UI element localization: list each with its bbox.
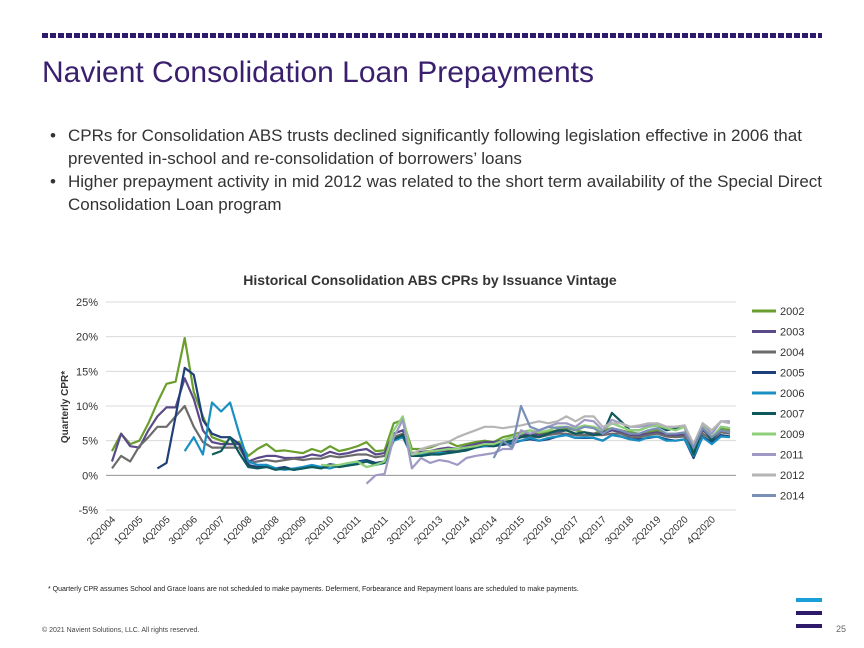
x-tick-label: 2Q2007 bbox=[194, 514, 227, 547]
x-tick-label: 3Q2012 bbox=[385, 514, 418, 547]
legend-label: 2006 bbox=[780, 388, 804, 400]
series-lines bbox=[110, 337, 731, 485]
legend-label: 2003 bbox=[780, 327, 804, 339]
x-tick-label: 3Q2018 bbox=[603, 514, 636, 547]
legend-label: 2009 bbox=[780, 429, 804, 441]
top-decorative-rule bbox=[42, 33, 822, 38]
y-tick-label: 25% bbox=[76, 297, 98, 309]
x-tick-label: 4Q2014 bbox=[467, 514, 500, 547]
x-tick-label: 4Q2017 bbox=[576, 514, 609, 547]
x-tick-label: 4Q2008 bbox=[249, 514, 282, 547]
bullet-list: CPRs for Consolidation ABS trusts declin… bbox=[48, 124, 828, 216]
chart-title: Historical Consolidation ABS CPRs by Iss… bbox=[243, 272, 617, 288]
x-tick-label: 1Q2020 bbox=[658, 514, 691, 547]
series-line-2007 bbox=[211, 411, 731, 471]
x-tick-labels: 2Q20041Q20054Q20053Q20062Q20071Q20084Q20… bbox=[85, 514, 718, 547]
x-tick-label: 1Q2005 bbox=[112, 514, 145, 547]
navient-logo-icon bbox=[796, 598, 822, 628]
copyright: © 2021 Navient Solutions, LLC. All right… bbox=[42, 627, 200, 634]
x-tick-label: 2Q2019 bbox=[630, 514, 663, 547]
series-line-2014 bbox=[492, 404, 731, 459]
x-tick-label: 3Q2009 bbox=[276, 514, 309, 547]
legend-label: 2002 bbox=[780, 306, 804, 318]
x-tick-label: 3Q2006 bbox=[167, 514, 200, 547]
y-tick-label: 0% bbox=[82, 470, 98, 482]
logo-bar-top bbox=[796, 598, 822, 602]
bullet-item: Higher prepayment activity in mid 2012 w… bbox=[48, 170, 828, 216]
x-tick-label: 4Q2020 bbox=[685, 514, 718, 547]
x-tick-label: 1Q2017 bbox=[549, 514, 582, 547]
x-tick-label: 2Q2013 bbox=[412, 514, 445, 547]
series-line-2003 bbox=[110, 377, 731, 463]
page-number: 25 bbox=[836, 624, 847, 634]
x-tick-label: 2Q2004 bbox=[85, 514, 118, 547]
x-tick-label: 4Q2005 bbox=[140, 514, 173, 547]
x-tick-label: 2Q2010 bbox=[303, 514, 336, 547]
logo-bar-bottom bbox=[796, 624, 822, 628]
y-tick-label: 20% bbox=[76, 332, 98, 344]
legend: 2002 2003 2004 2005 2006 2007 2009 2011 2012 2014 bbox=[752, 306, 804, 503]
footnote: * Quarterly CPR assumes School and Grace… bbox=[48, 586, 579, 593]
y-tick-labels: -5% 0% 5% 10% 15% 20% 25% bbox=[76, 297, 98, 517]
x-tick-label: 2Q2016 bbox=[521, 514, 554, 547]
y-tick-label: 10% bbox=[76, 401, 98, 413]
series-line-2012 bbox=[411, 415, 731, 456]
cpr-line-chart: Historical Consolidation ABS CPRs by Iss… bbox=[60, 272, 804, 547]
bullet-item: CPRs for Consolidation ABS trusts declin… bbox=[48, 124, 828, 170]
legend-label: 2007 bbox=[780, 409, 804, 421]
y-tick-label: 5% bbox=[82, 436, 98, 448]
y-tick-label: 15% bbox=[76, 366, 98, 378]
y-axis-label: Quarterly CPR* bbox=[60, 371, 71, 443]
logo-bar-middle bbox=[796, 611, 822, 615]
x-tick-label: 1Q2008 bbox=[221, 514, 254, 547]
x-tick-label: 1Q2014 bbox=[440, 514, 473, 547]
x-tick-label: 3Q2015 bbox=[494, 514, 527, 547]
legend-label: 2014 bbox=[780, 491, 804, 503]
page-title: Navient Consolidation Loan Prepayments bbox=[42, 56, 594, 89]
y-tick-label: -5% bbox=[78, 505, 98, 517]
x-tick-label: 1Q2011 bbox=[331, 514, 364, 547]
legend-label: 2012 bbox=[780, 470, 804, 482]
legend-label: 2005 bbox=[780, 368, 804, 380]
legend-label: 2011 bbox=[780, 450, 804, 462]
legend-label: 2004 bbox=[780, 347, 804, 359]
